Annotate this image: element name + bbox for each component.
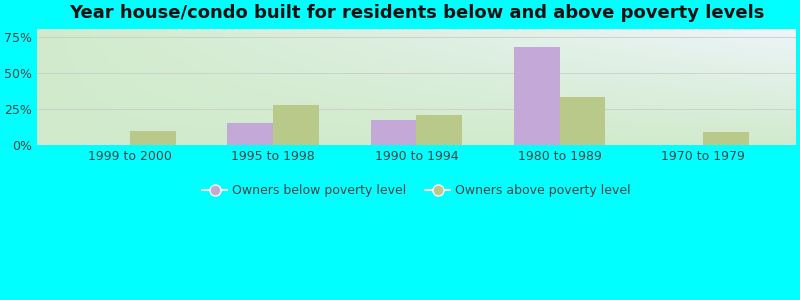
Bar	[702, 132, 749, 145]
Bar	[514, 46, 560, 145]
Legend: Owners below poverty level, Owners above poverty level: Owners below poverty level, Owners above…	[197, 179, 636, 203]
Title: Year house/condo built for residents below and above poverty levels: Year house/condo built for residents bel…	[69, 4, 764, 22]
Bar	[227, 123, 274, 145]
Bar	[130, 130, 176, 145]
Bar	[370, 120, 417, 145]
Bar	[417, 115, 462, 145]
Bar	[560, 97, 606, 145]
Bar	[274, 104, 319, 145]
